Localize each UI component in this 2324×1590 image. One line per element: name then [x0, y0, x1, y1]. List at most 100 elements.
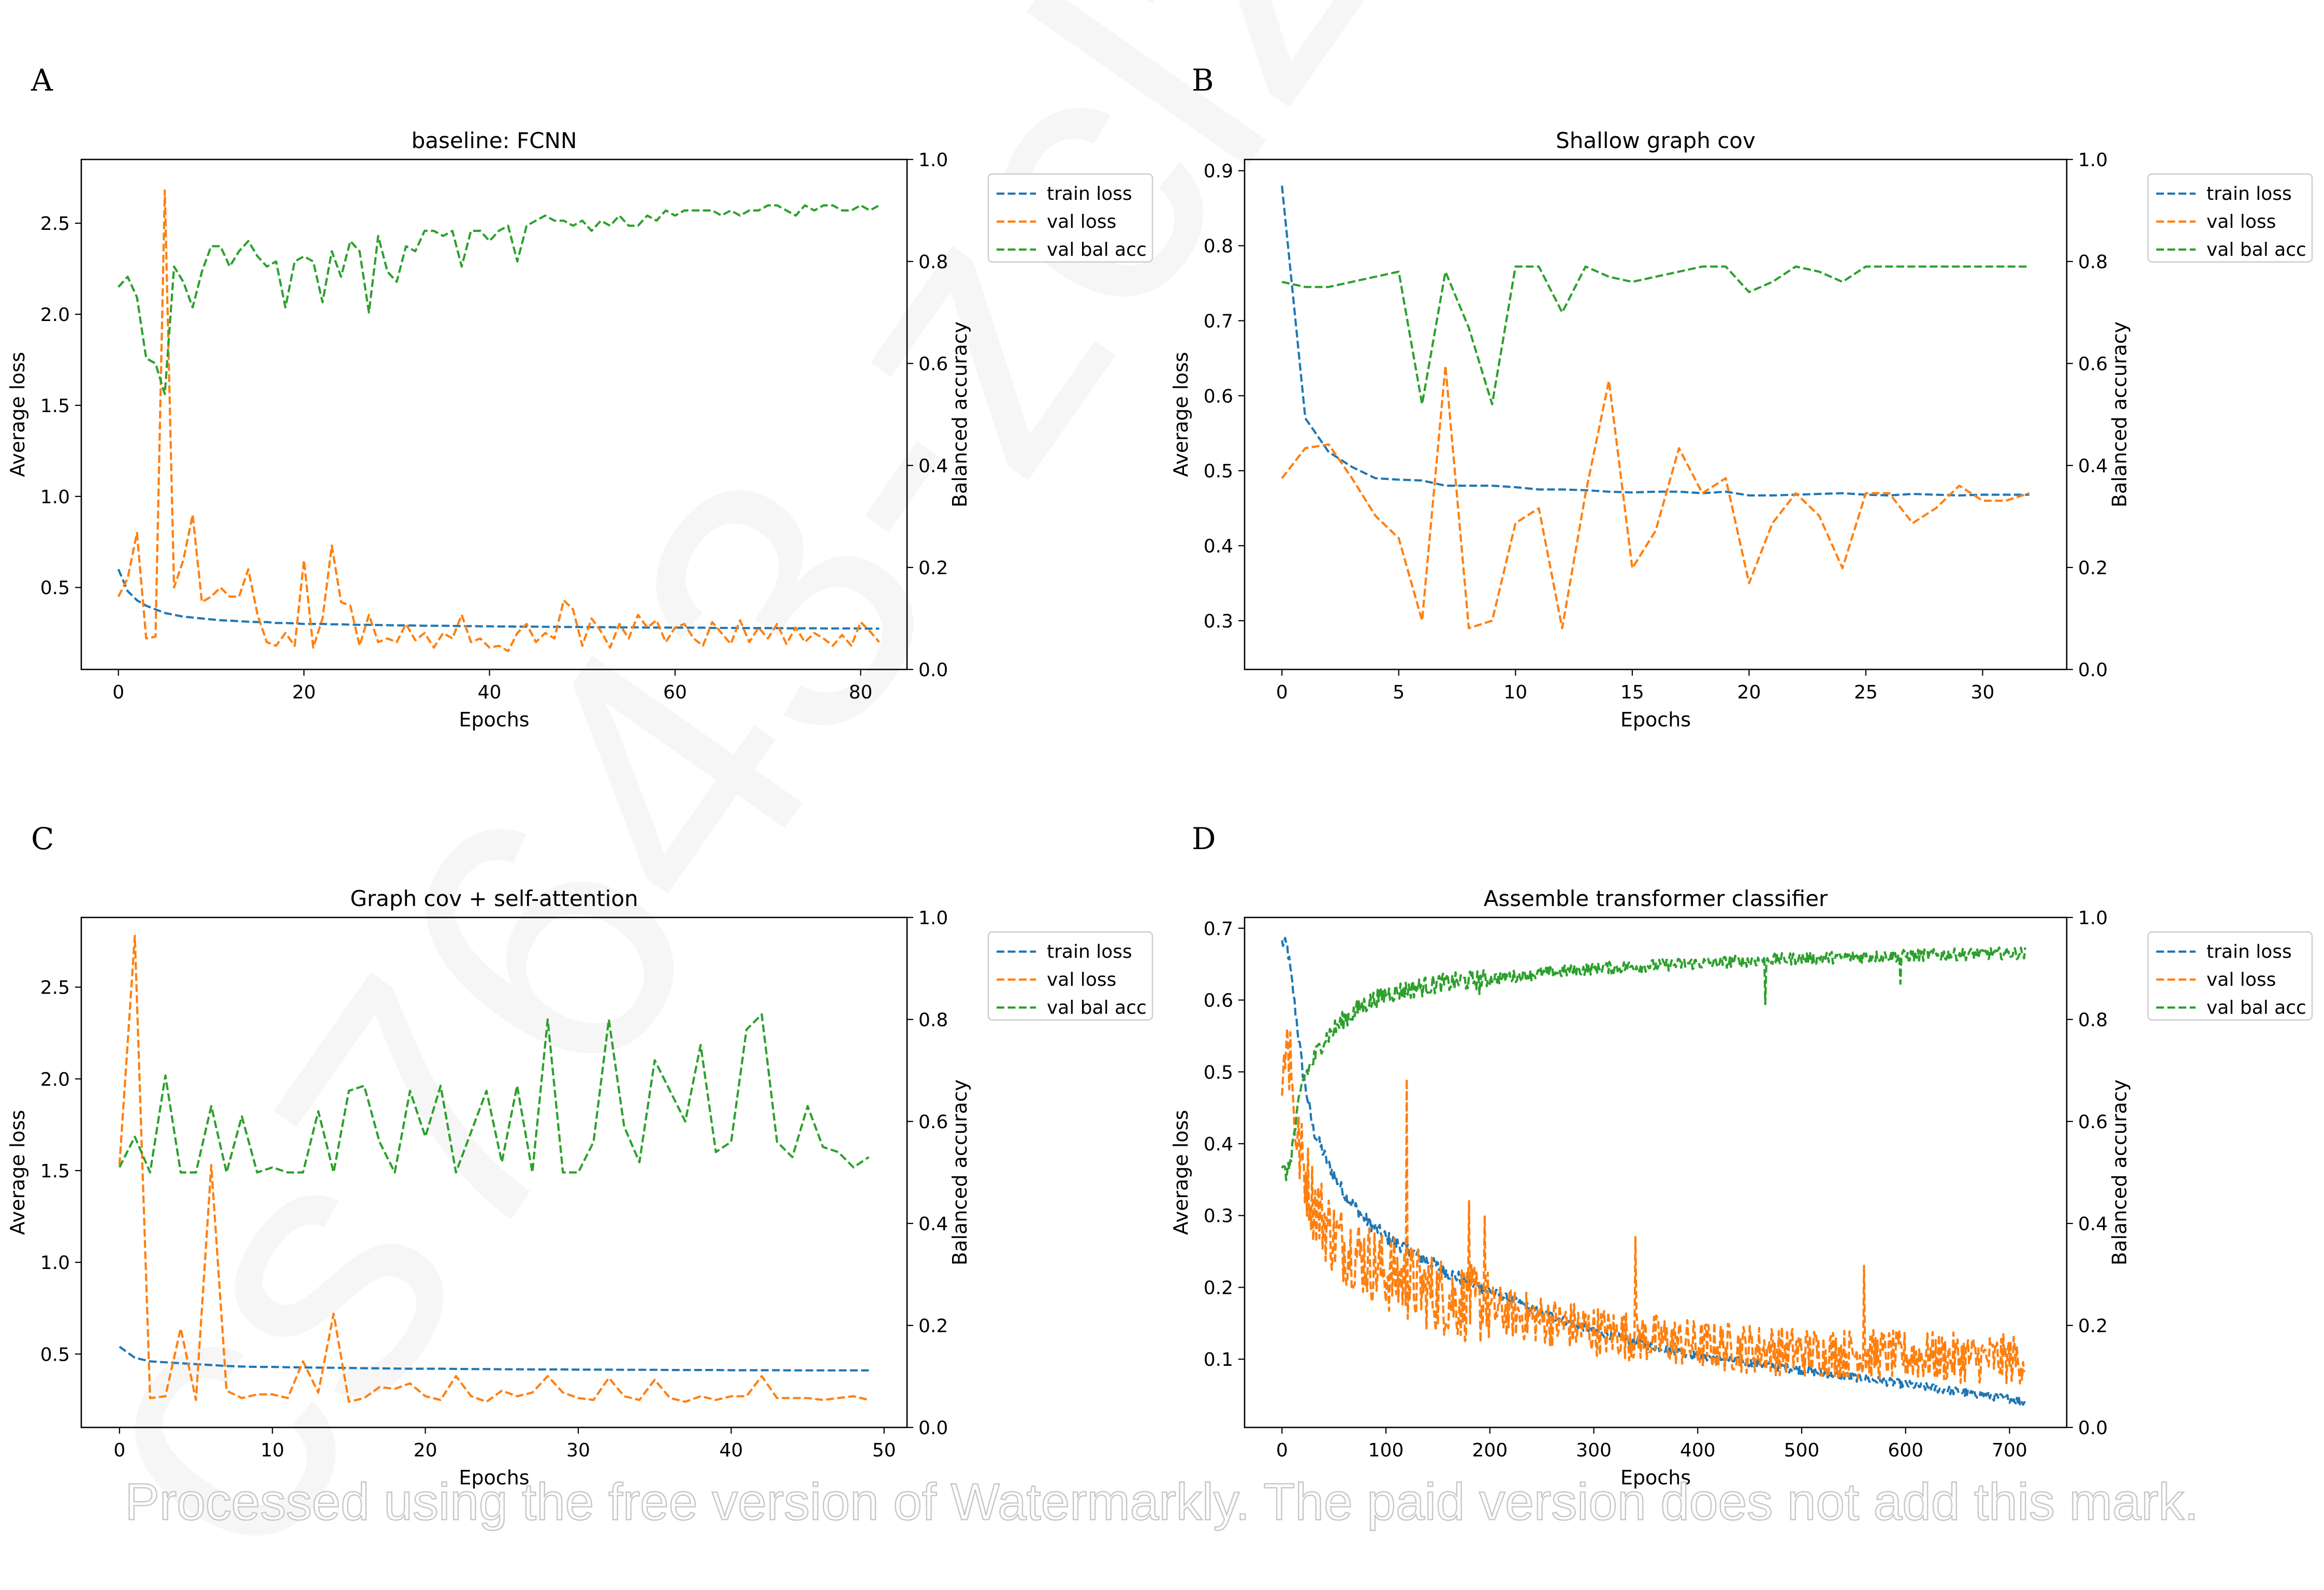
plot-area [118, 935, 870, 1403]
y2-tick-label: 0.2 [918, 1316, 948, 1337]
y-tick-label: 0.2 [1204, 1277, 1233, 1299]
legend-label: val loss [1047, 211, 1116, 232]
panel-letter: D [1192, 821, 1216, 856]
y2-tick-label: 1.0 [918, 150, 948, 171]
y-tick-label: 0.5 [40, 578, 70, 599]
y-tick-label: 2.5 [40, 213, 70, 235]
y-tick-label: 0.8 [1204, 236, 1233, 257]
y-tick-label: 0.3 [1204, 611, 1233, 632]
y-tick-label: 2.5 [40, 978, 70, 999]
x-axis-label: Epochs [1620, 1466, 1691, 1489]
y2-tick-label: 0.4 [2078, 456, 2108, 477]
y2-tick-label: 0.6 [2078, 1112, 2108, 1133]
legend-box [987, 173, 1153, 263]
plot-frame [1244, 916, 2068, 1428]
y-tick-label: 2.0 [40, 1069, 70, 1090]
x-tick-label: 60 [663, 682, 687, 703]
series-line-val-bal-acc [1281, 265, 2029, 405]
y2-axis-label: Balanced accuracy [2108, 322, 2131, 507]
x-tick-label: 40 [719, 1440, 743, 1461]
y2-tick-label: 0.0 [918, 1418, 948, 1439]
y-tick-label: 0.7 [1204, 918, 1233, 940]
y2-tick-label: 0.0 [2078, 1418, 2108, 1439]
x-tick-label: 300 [1576, 1440, 1612, 1461]
y2-tick-label: 0.2 [2078, 558, 2108, 579]
legend-label: val bal acc [2206, 239, 2306, 260]
x-tick-label: 0 [1276, 1440, 1288, 1461]
x-tick-label: 5 [1393, 682, 1405, 703]
legend-label: train loss [2206, 183, 2292, 205]
legend-label: train loss [1047, 183, 1132, 205]
panel-b: B Shallow graph cov 0 5 10 15 20 25 30 0.3 0.4 0.5 0… [1170, 63, 2313, 731]
y2-tick-label: 1.0 [918, 908, 948, 929]
series-line-val-bal-acc [118, 1013, 870, 1174]
x-tick-label: 400 [1680, 1440, 1716, 1461]
series-line-train-loss [117, 568, 880, 630]
y2-tick-label: 0.4 [2078, 1214, 2108, 1235]
series-line-val-loss [1281, 1027, 2026, 1385]
y-tick-label: 1.0 [40, 487, 70, 508]
plot-frame [80, 158, 908, 670]
chart-title: Assemble transformer classifier [1484, 886, 1828, 911]
legend-box [2147, 173, 2313, 263]
x-tick-label: 10 [260, 1440, 284, 1461]
legend-label: train loss [2206, 941, 2292, 962]
x-tick-label: 0 [112, 682, 124, 703]
background-watermark: cs7643-zclzq [0, 0, 1573, 1590]
y2-axis-label: Balanced accuracy [948, 1080, 971, 1265]
y-tick-label: 0.6 [1204, 990, 1233, 1012]
plot-frame [80, 916, 908, 1428]
plot-area [1281, 937, 2026, 1406]
x-tick-label: 20 [292, 682, 316, 703]
x-tick-label: 50 [872, 1440, 896, 1461]
plot-area [117, 189, 880, 652]
y-tick-label: 0.5 [1204, 1062, 1233, 1083]
y-axis-label: Average loss [1170, 352, 1192, 477]
x-tick-label: 15 [1620, 682, 1644, 703]
y2-axis-label: Balanced accuracy [2108, 1080, 2131, 1265]
y2-tick-label: 0.6 [918, 1112, 948, 1133]
chart-title: baseline: FCNN [412, 128, 577, 153]
x-tick-label: 10 [1503, 682, 1527, 703]
series-line-val-bal-acc [1281, 946, 2026, 1181]
x-tick-label: 40 [478, 682, 502, 703]
legend-label: val bal acc [1047, 239, 1147, 260]
y-tick-label: 2.0 [40, 304, 70, 326]
y2-axis-label: Balanced accuracy [948, 322, 971, 507]
x-tick-label: 0 [113, 1440, 125, 1461]
x-tick-label: 25 [1854, 682, 1878, 703]
x-tick-label: 0 [1276, 682, 1288, 703]
y-tick-label: 1.0 [40, 1252, 70, 1274]
y2-tick-label: 0.2 [918, 558, 948, 579]
plot-frame [1244, 158, 2068, 670]
panel-d: D Assemble transformer classifier 0 100 200 3… [1170, 821, 2313, 1489]
x-tick-label: 20 [414, 1440, 437, 1461]
y-tick-label: 0.7 [1204, 311, 1233, 332]
background-mark-text: cs7643-zclzq [0, 0, 1573, 1590]
x-axis-label: Epochs [459, 708, 529, 731]
x-tick-label: 30 [1971, 682, 1995, 703]
y2-tick-label: 0.2 [2078, 1316, 2108, 1337]
series-line-val-loss [1281, 364, 2030, 630]
x-tick-label: 700 [1992, 1440, 2027, 1461]
y2-tick-label: 0.8 [918, 252, 948, 273]
y-tick-label: 0.9 [1204, 161, 1233, 182]
plot-area [1281, 185, 2030, 630]
y-tick-label: 0.5 [1204, 461, 1233, 482]
chart-title: Shallow graph cov [1556, 128, 1756, 153]
series-line-val-bal-acc [118, 204, 880, 396]
x-tick-label: 600 [1888, 1440, 1923, 1461]
y2-tick-label: 1.0 [2078, 150, 2108, 171]
series-line-val-loss [117, 189, 880, 652]
y-tick-label: 0.4 [1204, 1134, 1233, 1155]
legend-label: train loss [1047, 941, 1132, 962]
series-line-train-loss [1281, 185, 2029, 497]
panel-c: C Graph cov + self-attention 0 10 20 30 40 50 0.… [6, 821, 1153, 1489]
y-tick-label: 0.6 [1204, 386, 1233, 407]
legend-box [2147, 931, 2313, 1021]
legend-label: val loss [1047, 969, 1116, 990]
chart-title: Graph cov + self-attention [350, 886, 638, 911]
watermark-text: Processed using the free version of Wate… [125, 1473, 2199, 1531]
y-tick-label: 1.5 [40, 396, 70, 417]
